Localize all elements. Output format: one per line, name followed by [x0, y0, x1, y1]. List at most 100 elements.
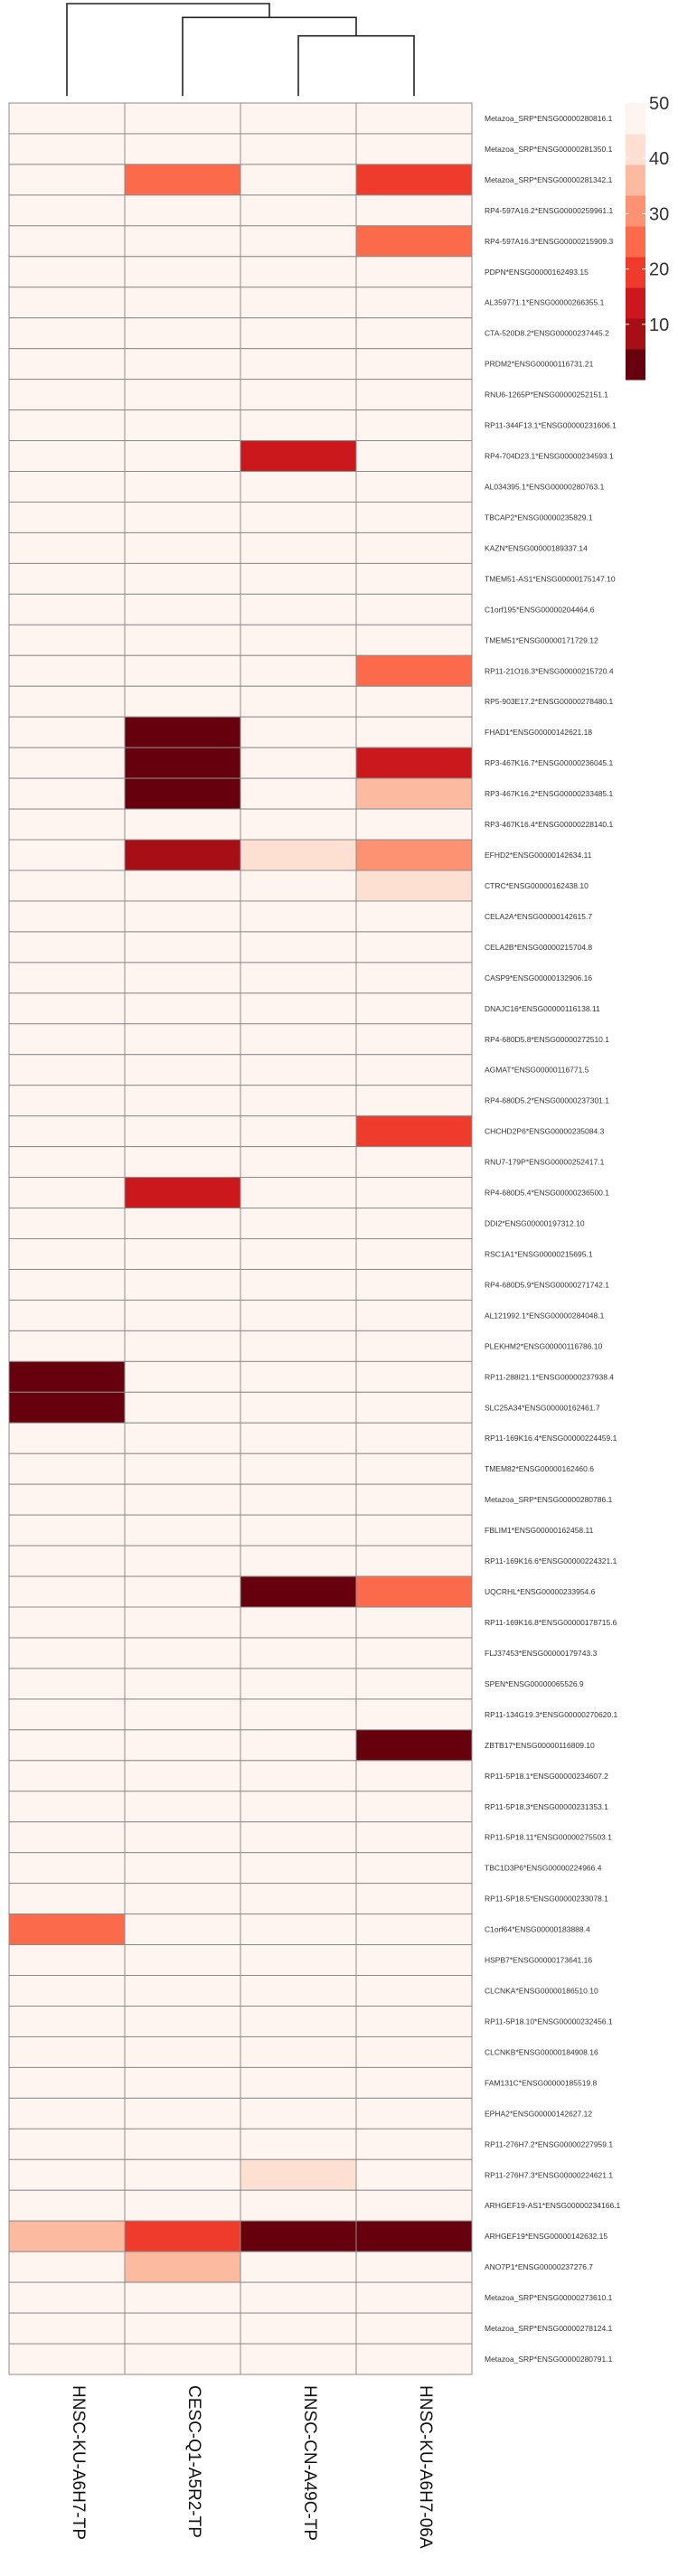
heatmap-cell	[240, 379, 357, 411]
heatmap-cell	[240, 348, 357, 381]
heatmap-cell	[240, 2097, 357, 2129]
row-label: FBLIM1*ENSG00000162458.11	[485, 1526, 594, 1535]
heatmap-cell	[355, 777, 473, 810]
heatmap-cell	[355, 1760, 473, 1792]
heatmap-cell	[240, 1545, 357, 1577]
heatmap-cell	[355, 1852, 473, 1885]
heatmap-cell	[240, 2035, 357, 2068]
heatmap-cell	[8, 1852, 126, 1885]
heatmap-cell	[240, 409, 357, 442]
heatmap-cell	[124, 1668, 241, 1700]
heatmap-cell	[240, 1330, 357, 1362]
heatmap-cell	[124, 716, 241, 748]
heatmap-cell	[240, 1514, 357, 1547]
heatmap-cell	[124, 287, 241, 319]
heatmap-cell	[240, 624, 357, 656]
heatmap-cell	[124, 1975, 241, 2007]
heatmap-cell	[124, 777, 241, 810]
heatmap-cell	[124, 379, 241, 411]
heatmap-cell	[355, 164, 473, 196]
row-label: AL359771.1*ENSG00000266355.1	[485, 298, 605, 307]
legend-swatch	[626, 103, 645, 135]
row-label: RNU7-179P*ENSG00000252417.1	[485, 1158, 605, 1167]
heatmap-cell	[355, 992, 473, 1025]
row-label: PDPN*ENSG00000162493.15	[485, 268, 589, 277]
heatmap-cell	[8, 2220, 126, 2252]
row-label: RP11-5P18.3*ENSG00000231353.1	[485, 1802, 608, 1811]
heatmap-cell	[355, 2251, 473, 2283]
heatmap-cell	[240, 287, 357, 319]
legend-swatch	[626, 134, 645, 165]
heatmap-cell	[8, 1575, 126, 1608]
row-label: RP4-680D5.2*ENSG00000237301.1	[485, 1096, 609, 1105]
row-label: C1orf64*ENSG00000183888.4	[485, 1925, 590, 1934]
heatmap-cell	[124, 531, 241, 564]
row-label: TMEM51-AS1*ENSG00000175147.10	[485, 574, 616, 583]
heatmap-cell	[355, 931, 473, 964]
heatmap-cell	[8, 1483, 126, 1516]
heatmap-cell	[240, 1637, 357, 1669]
heatmap-cell	[124, 931, 241, 964]
row-label: ARHGEF19*ENSG00000142632.15	[485, 2232, 607, 2241]
heatmap-cell	[8, 133, 126, 165]
heatmap-cell	[355, 2035, 473, 2068]
heatmap-cell	[355, 471, 473, 503]
heatmap-cell	[8, 1391, 126, 1424]
heatmap-cell	[124, 2097, 241, 2129]
heatmap-cell	[124, 1606, 241, 1639]
row-label: Metazoa_SRP*ENSG00000273610.1	[485, 2293, 613, 2302]
heatmap-cell	[8, 2251, 126, 2283]
heatmap-cell	[355, 1208, 473, 1239]
heatmap-cell	[355, 1360, 473, 1393]
row-label: Metazoa_SRP*ENSG00000280816.1	[485, 114, 613, 123]
row-label: CASP9*ENSG00000132906.16	[485, 973, 592, 982]
row-label: EFHD2*ENSG00000142634.11	[485, 851, 592, 860]
heatmap-cell	[8, 164, 126, 196]
heatmap-cell	[240, 562, 357, 595]
heatmap-cell	[124, 1330, 241, 1362]
column-label: HNSC-CN-A49C-TP	[300, 2385, 319, 2541]
legend-swatch	[626, 165, 645, 196]
row-label: FAM131C*ENSG00000185519.8	[485, 2078, 598, 2087]
heatmap-cell	[355, 1422, 473, 1454]
heatmap-cell	[8, 1637, 126, 1669]
heatmap-cell	[355, 1821, 473, 1854]
heatmap-cell	[8, 348, 126, 381]
heatmap-cell	[355, 501, 473, 533]
heatmap-cell	[355, 1729, 473, 1762]
heatmap-cell	[124, 2343, 241, 2375]
heatmap-cell	[124, 348, 241, 381]
heatmap-cell	[240, 2005, 357, 2037]
legend-swatch	[626, 349, 645, 381]
row-label: CLCNKB*ENSG00000184908.16	[485, 2047, 598, 2056]
heatmap-cell	[355, 2189, 473, 2222]
row-label: RP4-680D5.8*ENSG00000272510.1	[485, 1035, 609, 1044]
heatmap-cell	[124, 2251, 241, 2283]
heatmap-cell	[240, 900, 357, 933]
heatmap-cell	[124, 870, 241, 902]
heatmap-cell	[240, 1453, 357, 1485]
heatmap-cell	[124, 1514, 241, 1547]
heatmap-cell	[124, 1115, 241, 1148]
row-label: RP11-276H7.2*ENSG00000227959.1	[485, 2139, 613, 2148]
heatmap-cell	[124, 1208, 241, 1239]
heatmap-cell	[124, 133, 241, 165]
heatmap-cell	[240, 716, 357, 748]
heatmap-cell	[355, 2097, 473, 2129]
dendrogram-branch	[66, 3, 270, 96]
heatmap-cell	[240, 593, 357, 625]
heatmap-cell	[240, 1360, 357, 1393]
row-label: DNAJC16*ENSG00000116138.11	[485, 1004, 600, 1013]
heatmap-cell	[8, 1299, 126, 1331]
heatmap-cell	[240, 2128, 357, 2160]
heatmap-cell	[240, 1085, 357, 1117]
heatmap-cell	[355, 1146, 473, 1179]
heatmap-cell	[8, 1668, 126, 1700]
row-label: CLCNKA*ENSG00000186510.10	[485, 1987, 598, 1996]
heatmap-cell	[8, 1085, 126, 1117]
heatmap-cell	[8, 2128, 126, 2160]
row-label: Metazoa_SRP*ENSG00000280791.1	[485, 2355, 613, 2364]
heatmap-cell	[355, 962, 473, 994]
heatmap-cell	[8, 1422, 126, 1454]
row-label: RP11-134G19.3*ENSG00000270620.1	[485, 1710, 618, 1719]
